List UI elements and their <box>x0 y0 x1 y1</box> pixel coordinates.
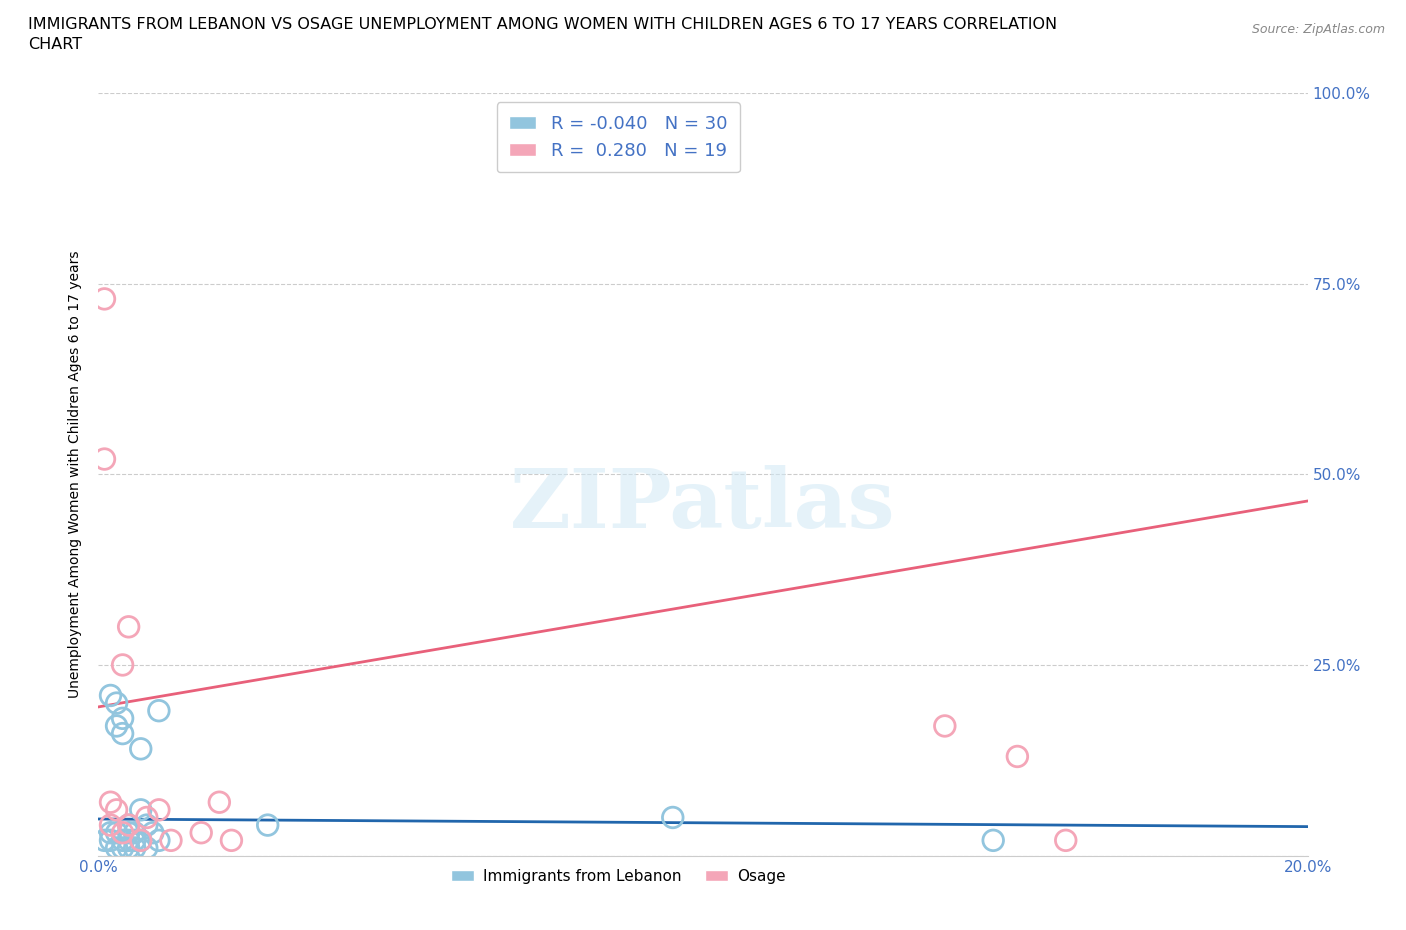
Point <box>100 833 122 848</box>
Point <box>105 825 128 840</box>
Point <box>129 833 152 848</box>
Point <box>160 833 183 848</box>
Point <box>135 817 157 832</box>
Point <box>129 803 152 817</box>
Text: IMMIGRANTS FROM LEBANON VS OSAGE UNEMPLOYMENT AMONG WOMEN WITH CHILDREN AGES 6 T: IMMIGRANTS FROM LEBANON VS OSAGE UNEMPLO… <box>28 17 1057 32</box>
Point <box>981 833 1004 848</box>
Point <box>124 833 146 848</box>
Point <box>105 803 128 817</box>
Point <box>190 825 212 840</box>
Point <box>111 658 134 672</box>
Point <box>118 817 141 832</box>
Point <box>135 841 157 856</box>
Point <box>105 696 128 711</box>
Point <box>118 833 141 848</box>
Text: ZIPatlas: ZIPatlas <box>510 465 896 545</box>
Point <box>118 841 141 856</box>
Point <box>111 841 134 856</box>
Point <box>93 833 115 848</box>
Point <box>148 803 170 817</box>
Point <box>105 719 128 734</box>
Point <box>124 825 146 840</box>
Point <box>100 795 122 810</box>
Point <box>118 817 141 832</box>
Point <box>135 810 157 825</box>
Point <box>111 825 134 840</box>
Point <box>1054 833 1077 848</box>
Point <box>111 711 134 725</box>
Point <box>148 833 170 848</box>
Point <box>100 688 122 703</box>
Point <box>93 452 115 467</box>
Point <box>105 841 128 856</box>
Y-axis label: Unemployment Among Women with Children Ages 6 to 17 years: Unemployment Among Women with Children A… <box>69 250 83 698</box>
Point <box>129 741 152 756</box>
Point <box>148 703 170 718</box>
Point <box>100 825 122 840</box>
Point <box>118 825 141 840</box>
Text: CHART: CHART <box>28 37 82 52</box>
Point <box>111 833 134 848</box>
Point <box>142 825 165 840</box>
Point <box>208 795 231 810</box>
Point <box>129 833 152 848</box>
Point <box>661 810 683 825</box>
Point <box>93 291 115 306</box>
Text: Source: ZipAtlas.com: Source: ZipAtlas.com <box>1251 23 1385 36</box>
Point <box>1007 749 1029 764</box>
Point <box>934 719 956 734</box>
Legend: Immigrants from Lebanon, Osage: Immigrants from Lebanon, Osage <box>446 863 792 890</box>
Point <box>118 619 141 634</box>
Point <box>124 841 146 856</box>
Point <box>111 726 134 741</box>
Point <box>256 817 278 832</box>
Point <box>100 817 122 832</box>
Point <box>221 833 243 848</box>
